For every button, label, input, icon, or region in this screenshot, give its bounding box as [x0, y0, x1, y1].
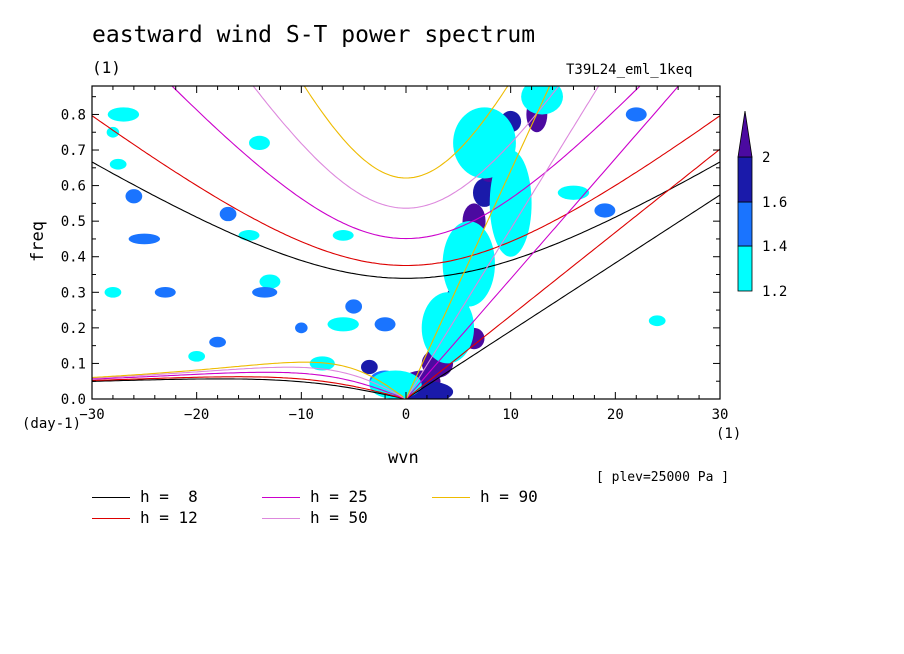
- y-axis-unit: (day-1): [22, 416, 82, 432]
- chart-title: eastward wind S-T power spectrum: [92, 22, 536, 48]
- legend-swatch: [432, 497, 470, 498]
- spectrum-patch: [188, 350, 206, 362]
- x-tick-label: 10: [502, 407, 519, 423]
- colorbar-label: 2: [762, 150, 770, 166]
- colorbar-segment: [737, 201, 753, 247]
- plot-area: [92, 86, 720, 399]
- spectrum-patch: [557, 185, 590, 200]
- x-axis-label: wvn: [388, 448, 419, 468]
- colorbar-label: 1.4: [762, 239, 787, 255]
- dispersion-curve: [92, 115, 720, 267]
- legend-item: h = 90: [432, 487, 538, 506]
- plot-frame: [91, 85, 721, 400]
- legend-swatch: [92, 497, 130, 498]
- dispersion-curve: [405, 86, 680, 399]
- x-tick-label: −30: [79, 407, 104, 423]
- y-tick-label: 0.4: [61, 250, 86, 266]
- spectrum-patch: [219, 206, 237, 222]
- y-tick-label: 0.7: [61, 143, 86, 159]
- spectrum-patch: [259, 274, 281, 289]
- spectrum-patch: [374, 317, 396, 332]
- x-tick-label: −20: [184, 407, 209, 423]
- dispersion-curve: [92, 366, 404, 399]
- spectrum-patch: [345, 299, 363, 314]
- legend-item: h = 8: [92, 487, 198, 506]
- x-tick-label: 20: [607, 407, 624, 423]
- legend-item: h = 25: [262, 487, 368, 506]
- dispersion-curve: [92, 361, 404, 398]
- spectrum-patch: [594, 203, 616, 218]
- x-tick-label: 0: [402, 407, 410, 423]
- spectrum-patch: [327, 317, 359, 332]
- legend-label: h = 12: [140, 508, 198, 527]
- x-tick-label: −10: [289, 407, 314, 423]
- y-tick-label: 0.3: [61, 285, 86, 301]
- legend-item: h = 12: [92, 508, 198, 527]
- y-tick-label: 0.1: [61, 356, 86, 372]
- legend-label: h = 50: [310, 508, 368, 527]
- legend-label: h = 25: [310, 487, 368, 506]
- dispersion-curve: [92, 371, 404, 399]
- dispersion-curve: [92, 161, 720, 279]
- dispersion-curve: [405, 194, 720, 399]
- y-tick-label: 0.5: [61, 214, 86, 230]
- dispersion-curve: [405, 148, 720, 399]
- spectrum-patch: [309, 356, 335, 371]
- spectrum-patch: [625, 107, 647, 122]
- dispersion-curve: [171, 86, 641, 240]
- legend-label: h = 90: [480, 487, 538, 506]
- dispersion-curve: [252, 86, 560, 209]
- dispersion-curve: [92, 378, 404, 399]
- spectrum-patch: [128, 233, 161, 245]
- spectrum-patch: [648, 315, 666, 327]
- dispersion-curve: [405, 86, 600, 399]
- spectrum-patch: [369, 370, 422, 399]
- colorbar-segment: [737, 156, 753, 203]
- legend-label: h = 8: [140, 487, 198, 506]
- colorbar-label: 1.6: [762, 195, 787, 211]
- spectrum-patch: [109, 158, 127, 170]
- spectrum-patch: [489, 150, 532, 257]
- colorbar-arrow: [737, 110, 753, 158]
- spectrum-patch: [332, 230, 354, 241]
- x-axis-unit: (1): [716, 426, 742, 442]
- dispersion-curve: [92, 376, 404, 399]
- spectrum-patch: [154, 286, 176, 298]
- dispersion-curve: [303, 86, 509, 179]
- spectrum-patch: [107, 107, 140, 122]
- spectrum-patch: [106, 126, 120, 138]
- spectrum-patch: [252, 286, 278, 298]
- y-tick-label: 0.2: [61, 321, 86, 337]
- spectrum-patch: [295, 322, 308, 334]
- spectrum-patch: [125, 189, 143, 204]
- run-label: T39L24_eml_1keq: [566, 62, 693, 78]
- spectrum-patch: [421, 292, 475, 364]
- legend-swatch: [262, 518, 300, 519]
- spectrum-patch: [104, 286, 122, 298]
- spectrum-patch: [209, 336, 226, 348]
- legend-swatch: [262, 497, 300, 498]
- y-tick-label: 0.0: [61, 392, 86, 408]
- colorbar-label: 1.2: [762, 284, 787, 300]
- legend-item: h = 50: [262, 508, 368, 527]
- y-tick-label: 0.8: [61, 107, 86, 123]
- y-tick-label: 0.6: [61, 179, 86, 195]
- unit-label: (1): [92, 58, 121, 77]
- legend-swatch: [92, 518, 130, 519]
- spectrum-patch: [521, 86, 563, 115]
- spectrum-patch: [360, 359, 378, 375]
- colorbar-segment: [737, 245, 753, 292]
- spectrum-patch: [442, 221, 495, 307]
- spectrum-patch: [249, 135, 270, 151]
- spectrum-patch: [238, 230, 260, 241]
- x-tick-label: 30: [712, 407, 729, 423]
- dispersion-curve: [405, 86, 551, 399]
- plev-label: [ plev=25000 Pa ]: [596, 470, 730, 485]
